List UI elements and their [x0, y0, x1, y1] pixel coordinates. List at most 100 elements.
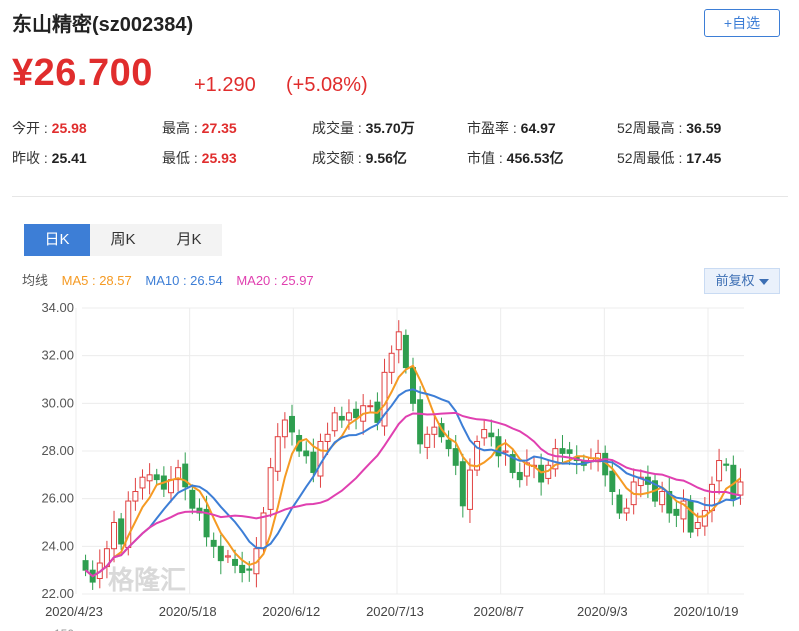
y-tick-label: 32.00	[41, 348, 74, 363]
candle-body	[687, 500, 694, 533]
candle-body	[317, 440, 324, 477]
candle-body	[723, 463, 730, 466]
candle-body	[616, 494, 623, 514]
candle-body	[217, 545, 224, 562]
candle-body	[716, 460, 723, 482]
candle-body	[111, 522, 118, 550]
candle-body	[737, 481, 744, 496]
candle-body	[559, 448, 566, 454]
x-tick-label: 2020/8/7	[473, 604, 524, 619]
stat-label: 市盈率 :	[467, 120, 521, 136]
x-tick-label: 2020/7/13	[366, 604, 424, 619]
stat-item: 最低 : 25.93	[162, 148, 237, 168]
candle-body	[431, 426, 438, 435]
y-tick-label: 26.00	[41, 491, 74, 506]
candle-body	[402, 334, 409, 369]
tab-week-k[interactable]: 周K	[110, 231, 136, 248]
adjust-label: 前复权	[715, 273, 755, 288]
candle-body	[338, 415, 345, 421]
stat-item: 最高 : 27.35	[162, 118, 237, 138]
candle-body	[395, 331, 402, 351]
candle-body	[132, 491, 139, 502]
ma5-line	[84, 364, 742, 578]
candle-body	[481, 429, 488, 439]
candle-body	[552, 448, 559, 470]
stat-item: 今开 : 25.98	[12, 118, 87, 138]
candle-body	[452, 448, 459, 466]
chevron-down-icon	[758, 278, 769, 285]
period-tabs: 日K 周K 月K	[24, 224, 222, 256]
candle-body	[459, 461, 466, 507]
stats-panel: 今开 : 25.98 最高 : 27.35 成交量 : 35.70万 市盈率 : 64…	[12, 118, 792, 178]
stat-item: 市值 : 456.53亿	[467, 148, 564, 168]
stat-item: 成交量 : 35.70万	[312, 118, 415, 138]
candle-body	[224, 555, 231, 558]
candle-body	[701, 510, 708, 527]
candle-body	[82, 560, 89, 571]
y-tick-label: 30.00	[41, 395, 74, 410]
tab-day-k[interactable]: 日K	[24, 224, 90, 256]
stat-item: 成交额 : 9.56亿	[312, 148, 407, 168]
candle-body	[331, 412, 338, 432]
ma20-line	[84, 411, 741, 578]
adjust-dropdown[interactable]: 前复权	[704, 268, 780, 294]
stat-value: 36.59	[686, 120, 722, 136]
stat-item: 52周最高 : 36.59	[617, 118, 721, 138]
stat-value: 35.70万	[365, 120, 415, 136]
stock-title: 东山精密(sz002384)	[12, 14, 194, 36]
candle-body	[288, 415, 295, 433]
y-tick-label: 22.00	[41, 586, 74, 601]
candle-body	[210, 539, 217, 547]
candle-body	[523, 462, 530, 477]
candle-body	[367, 405, 374, 408]
stat-label: 成交量 :	[312, 120, 366, 136]
candle-body	[424, 433, 431, 448]
volume-tick-label: 150	[54, 627, 74, 631]
stat-value: 25.98	[51, 120, 87, 136]
candle-body	[466, 469, 473, 510]
stat-value: 25.41	[51, 150, 87, 166]
candle-body	[388, 352, 395, 373]
stat-value: 456.53亿	[506, 150, 564, 166]
candle-body	[445, 439, 452, 450]
stat-value: 17.45	[686, 150, 722, 166]
candle-body	[474, 440, 481, 471]
price-change: +1.290	[194, 74, 256, 96]
candle-body	[260, 512, 267, 550]
stat-item: 昨收 : 25.41	[12, 148, 87, 168]
candle-body	[189, 489, 196, 509]
ma5-legend: MA5 : 28.57	[61, 273, 132, 288]
candle-body	[673, 508, 680, 516]
candle-body	[516, 471, 523, 481]
x-tick-label: 2020/4/23	[45, 604, 103, 619]
candle-body	[281, 419, 288, 438]
candle-body	[488, 432, 495, 438]
stat-label: 52周最低 :	[617, 150, 687, 166]
current-price: ¥26.700	[12, 52, 153, 94]
candle-body	[324, 433, 331, 442]
candle-body	[509, 454, 516, 473]
candle-body	[680, 500, 687, 520]
candle-body	[609, 470, 616, 493]
candle-body	[303, 450, 310, 457]
candle-body	[410, 367, 416, 404]
ma-legend-label: 均线	[22, 273, 49, 288]
add-watchlist-button[interactable]: +自选	[704, 9, 780, 37]
candle-body	[566, 449, 573, 454]
candle-body	[274, 436, 281, 472]
stat-value: 25.93	[201, 150, 237, 166]
stat-label: 最低 :	[162, 150, 202, 166]
candle-body	[659, 491, 666, 506]
stat-value: 27.35	[201, 120, 237, 136]
x-tick-label: 2020/9/3	[577, 604, 628, 619]
y-tick-label: 34.00	[41, 300, 74, 315]
y-tick-label: 24.00	[41, 538, 74, 553]
candle-body	[310, 451, 317, 473]
candle-body	[694, 522, 701, 529]
stat-value: 9.56亿	[365, 150, 407, 166]
tab-month-k[interactable]: 月K	[176, 231, 202, 248]
candle-body	[666, 491, 673, 514]
watermark-logo: 格隆汇	[108, 565, 187, 595]
candle-body	[146, 474, 153, 482]
ma10-line	[84, 388, 741, 578]
